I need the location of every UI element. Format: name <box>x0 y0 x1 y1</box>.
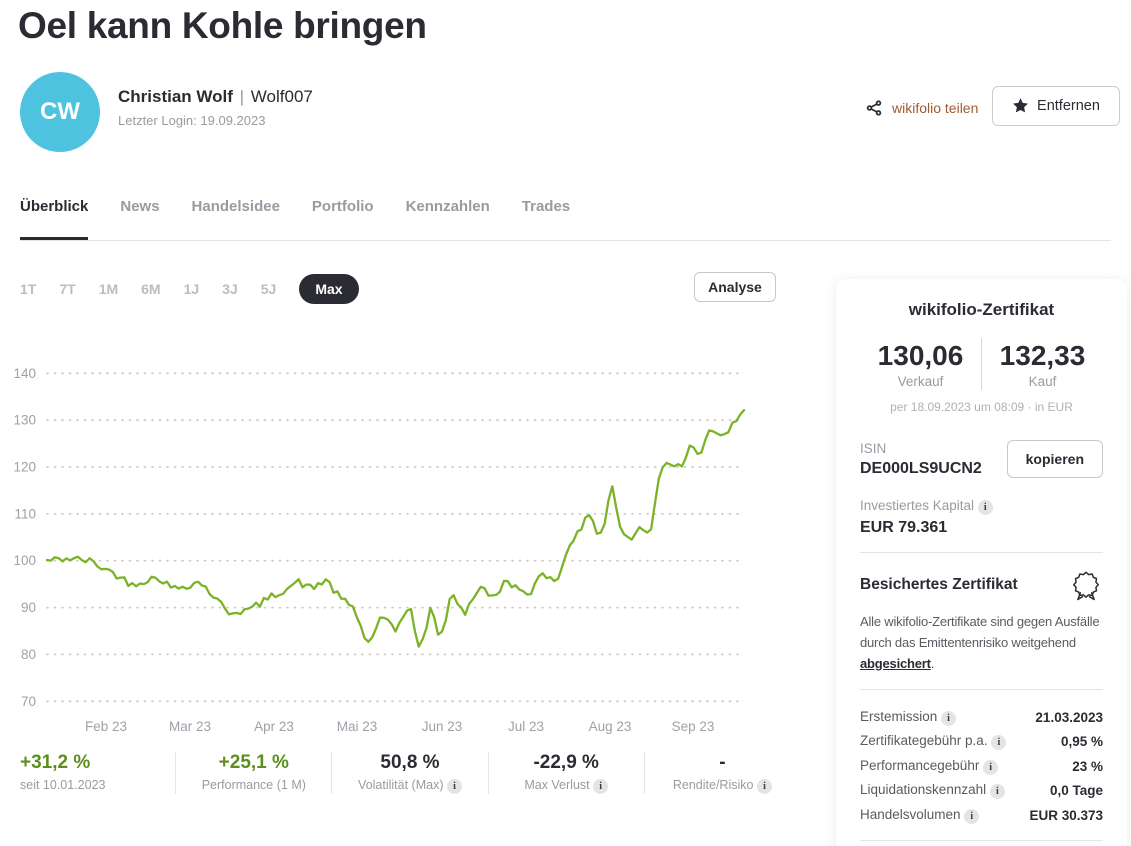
svg-text:80: 80 <box>21 647 36 662</box>
svg-text:70: 70 <box>21 693 36 708</box>
svg-text:110: 110 <box>14 506 36 521</box>
svg-text:120: 120 <box>13 459 36 474</box>
svg-text:Sep 23: Sep 23 <box>672 719 715 734</box>
svg-text:Apr 23: Apr 23 <box>254 719 294 734</box>
svg-text:Aug 23: Aug 23 <box>589 719 632 734</box>
svg-text:100: 100 <box>13 553 36 568</box>
svg-text:140: 140 <box>13 365 36 380</box>
svg-text:Mai 23: Mai 23 <box>337 719 378 734</box>
svg-text:Mar 23: Mar 23 <box>169 719 211 734</box>
svg-text:Jul 23: Jul 23 <box>508 719 544 734</box>
svg-text:Feb 23: Feb 23 <box>85 719 127 734</box>
svg-text:130: 130 <box>13 412 36 427</box>
svg-text:Jun 23: Jun 23 <box>422 719 463 734</box>
svg-text:90: 90 <box>21 600 36 615</box>
